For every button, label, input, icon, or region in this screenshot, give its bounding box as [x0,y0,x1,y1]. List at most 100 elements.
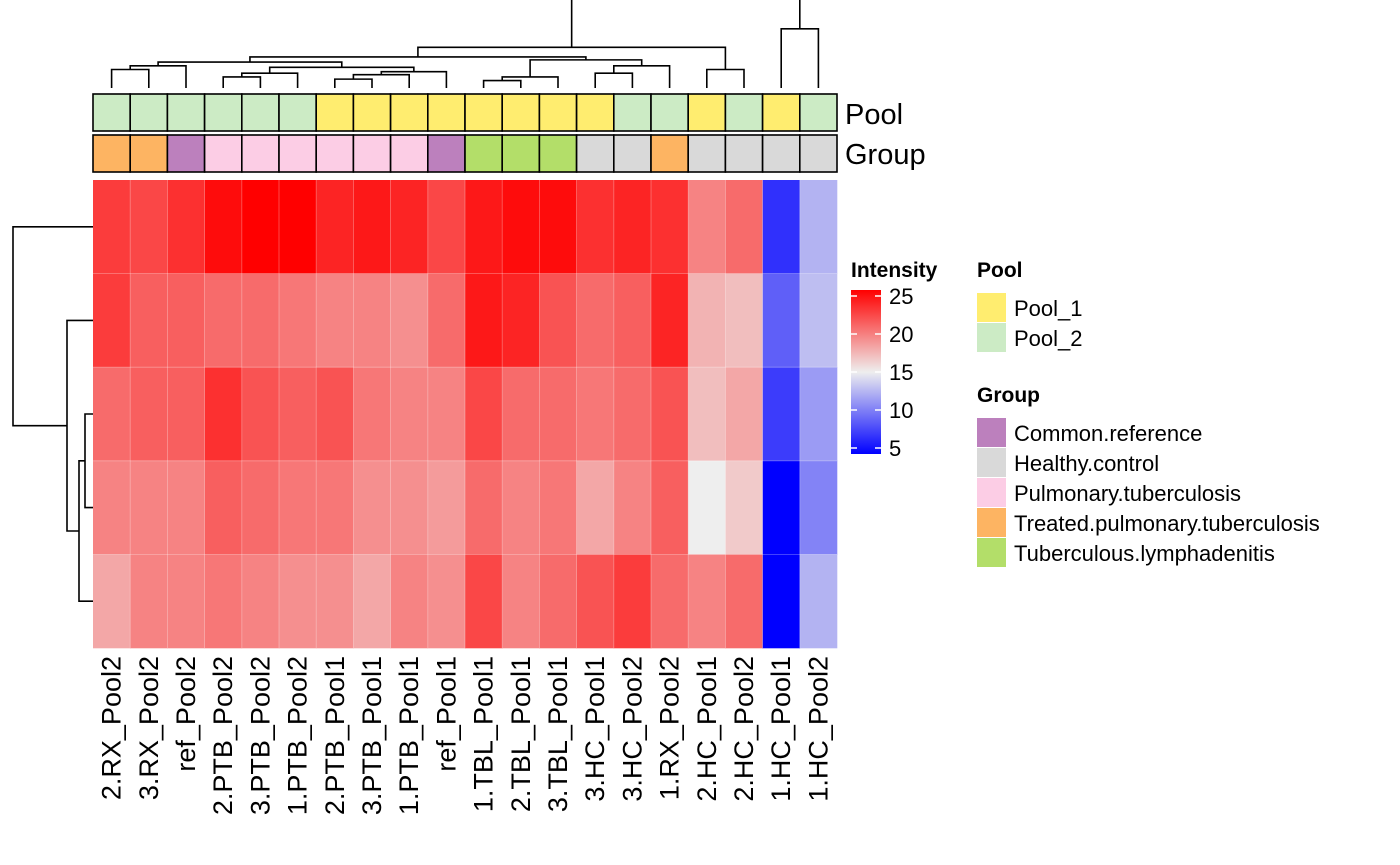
annotation-cell-pool [761,93,801,132]
legend-swatch [977,293,1006,322]
colorbar-tick-label: 15 [889,360,913,385]
legend-title: Pool [977,259,1023,282]
heatmap-cell [279,180,317,274]
heatmap-cell [576,554,615,649]
heatmap-cell [799,273,838,368]
column-label: 2.PTB_Pool2 [208,656,238,815]
annotation-cell-pool [538,93,578,132]
heatmap-cell [688,367,726,462]
heatmap-cell [93,460,131,555]
heatmap-cell [465,460,503,555]
heatmap-cell [390,180,429,274]
heatmap-cell [204,554,243,649]
heatmap-cell [204,367,243,462]
column-label: ref_Pool1 [431,656,461,772]
heatmap-cell [204,180,243,274]
dendrogram-branch [222,76,262,88]
heatmap-cell [390,273,429,368]
heatmap-cell [316,460,354,555]
heatmap-cell [651,367,689,462]
heatmap-cell [651,554,689,649]
heatmap-cell [316,273,354,368]
heatmap-cell [130,367,168,462]
annotation-cell-group [352,134,392,173]
column-label: 3.TBL_Pool1 [543,656,573,812]
heatmap-cell [539,180,577,274]
heatmap-cell [539,367,577,462]
heatmap-cell [130,273,168,368]
legend-item-label: Treated.pulmonary.tuberculosis [1014,511,1320,536]
column-label: 1.PTB_Pool2 [283,656,313,815]
heatmap-cell [539,554,577,649]
row-dendrogram [12,226,93,602]
annotation-cell-group [92,134,132,173]
annotation-cell-pool [278,93,318,132]
column-label: 1.TBL_Pool1 [469,656,499,812]
annotation-label-group: Group [845,139,926,171]
heatmap-cells [93,180,838,649]
heatmap-cell [688,273,726,368]
heatmap-cell [316,554,354,649]
heatmap-cell [502,460,540,555]
heatmap-cell [465,273,503,368]
column-label: 2.TBL_Pool1 [506,656,536,812]
column-label: 3.PTB_Pool2 [245,656,275,815]
heatmap-cell [613,460,652,555]
dendrogram-branch [352,73,410,88]
colorbar-tick-label: 25 [889,284,913,309]
column-label: 1.HC_Pool2 [803,656,833,802]
heatmap-cell [465,554,503,649]
column-labels: 2.RX_Pool2 3.RX_Pool2 ref_Pool2 2.PTB_Pool2… [97,656,834,815]
annotation-cell-group [315,134,355,173]
annotation-cell-group [612,134,652,173]
annotation-cell-group [389,134,429,173]
legends: Pool Pool_1 Pool_2 Group Common.reference Hea… [977,259,1320,567]
heatmap-cell [613,273,652,368]
annotation-cell-group [129,134,169,173]
heatmap-cell [502,554,540,649]
heatmap-cell [130,180,168,274]
heatmap-cell [725,554,763,649]
heatmap-cell [279,460,317,555]
heatmap-cell [799,554,838,649]
dendrogram-branch [334,78,373,88]
heatmap-cell [502,180,540,274]
column-label: 1.HC_Pool1 [766,656,796,802]
dendrogram-branch [501,76,559,88]
colorbar-tick-label: 10 [889,398,913,423]
annotation-cell-pool [315,93,355,132]
annotation-cell-group [761,134,801,173]
heatmap-cell [427,180,466,274]
heatmap-cell [613,367,652,462]
heatmap-cell [241,367,280,462]
legend-swatch [977,508,1006,537]
column-label: 2.HC_Pool2 [729,656,759,802]
dendrogram-branch [613,65,671,88]
column-label: 1.RX_Pool2 [655,656,685,800]
column-label: 3.HC_Pool2 [617,656,647,802]
dendrogram-branch [241,72,299,88]
annotation-cell-pool [352,93,392,132]
heatmap-cell [762,273,801,368]
annotation-cell-pool [203,93,243,132]
heatmap-cell [427,460,466,555]
heatmap-cell [799,180,838,274]
annotation-cell-group [575,134,615,173]
heatmap-cell [613,180,652,274]
legend-item-label: Pulmonary.tuberculosis [1014,481,1241,506]
heatmap-cell [167,460,205,555]
annotation-cell-group [538,134,578,173]
heatmap-cell [204,273,243,368]
dendrogram-branch [570,0,801,48]
dendrogram-branch [594,72,634,88]
heatmap-cell [651,273,689,368]
column-label: 3.HC_Pool1 [580,656,610,802]
annotation-cell-pool [241,93,280,132]
dendrogram-branch [110,68,150,88]
dendrogram-branch [529,59,643,77]
heatmap-cell [130,460,168,555]
heatmap-cell [390,554,429,649]
heatmap-cell [688,554,726,649]
heatmap-cell [502,273,540,368]
annotation-cell-group [166,134,206,173]
